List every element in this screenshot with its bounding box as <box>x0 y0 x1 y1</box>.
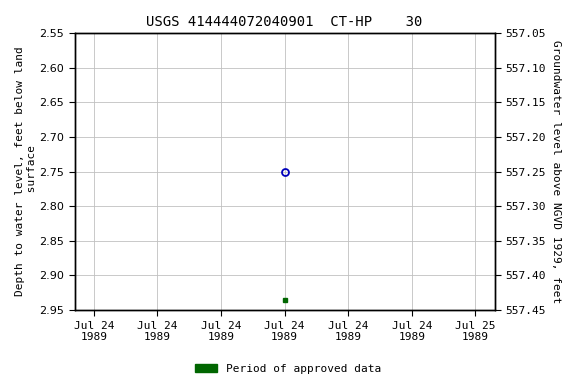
Title: USGS 414444072040901  CT-HP    30: USGS 414444072040901 CT-HP 30 <box>146 15 423 29</box>
Y-axis label: Depth to water level, feet below land
 surface: Depth to water level, feet below land su… <box>15 46 37 296</box>
Y-axis label: Groundwater level above NGVD 1929, feet: Groundwater level above NGVD 1929, feet <box>551 40 561 303</box>
Legend: Period of approved data: Period of approved data <box>191 359 385 379</box>
